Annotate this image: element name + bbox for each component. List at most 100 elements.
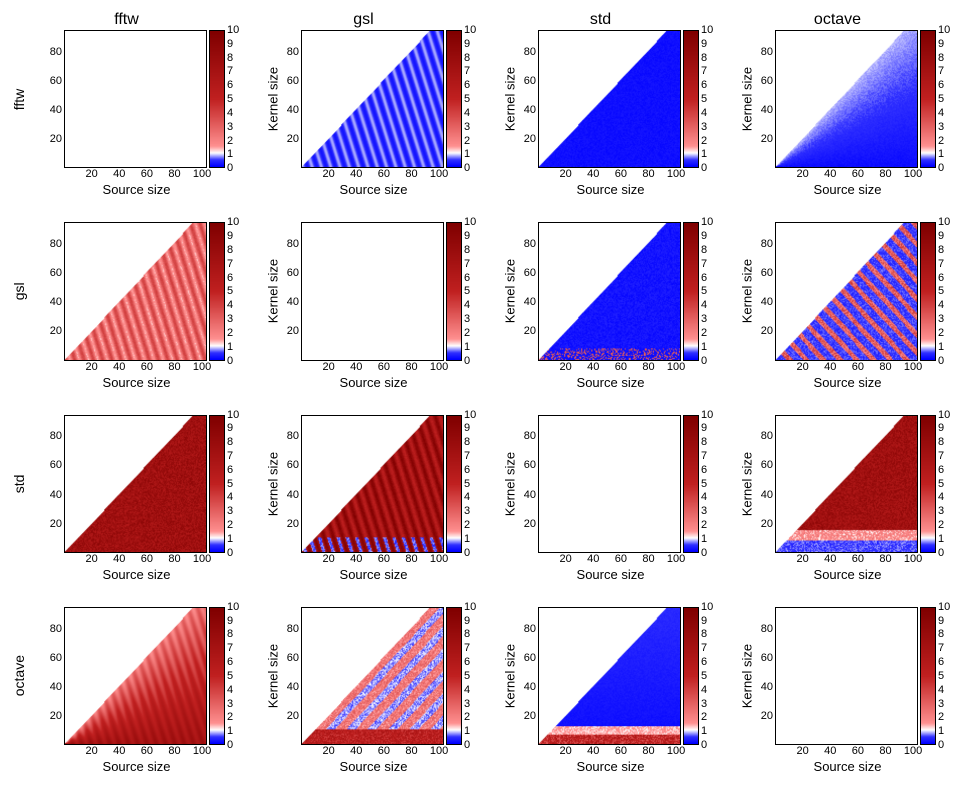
x-axis-label: Source size — [775, 567, 920, 583]
y-axis-label: Kernel size — [739, 222, 755, 360]
heatmap — [64, 415, 207, 553]
column-title — [721, 395, 954, 415]
panel-fftw-vs-fftw: fftwfftw2040608001234567891020406080100S… — [10, 10, 243, 198]
row-label — [247, 30, 265, 168]
y-axis-label — [28, 415, 44, 553]
x-ticks: 20406080100 — [538, 168, 683, 182]
column-title: std — [484, 10, 717, 30]
heatmap — [538, 222, 681, 360]
x-ticks: 20406080100 — [301, 361, 446, 375]
colorbar — [920, 222, 936, 360]
x-axis-label: Source size — [64, 182, 209, 198]
row-label — [484, 415, 502, 553]
x-ticks: 20406080100 — [775, 553, 920, 567]
y-axis-label: Kernel size — [502, 415, 518, 553]
heatmap — [301, 415, 444, 553]
x-axis-label: Source size — [301, 182, 446, 198]
panel-octave-vs-std: Kernel size20406080012345678910204060801… — [484, 587, 717, 775]
column-title — [247, 202, 480, 222]
x-ticks: 20406080100 — [775, 745, 920, 759]
colorbar — [920, 30, 936, 168]
panel-std-vs-octave: Kernel size20406080012345678910204060801… — [721, 395, 954, 583]
colorbar — [209, 222, 225, 360]
x-ticks: 20406080100 — [301, 745, 446, 759]
colorbar-ticks: 012345678910 — [225, 222, 243, 360]
colorbar — [920, 607, 936, 745]
y-ticks: 20406080 — [44, 30, 64, 168]
y-ticks: 20406080 — [518, 222, 538, 360]
y-axis-label — [28, 30, 44, 168]
x-ticks: 20406080100 — [64, 745, 209, 759]
column-title — [10, 587, 243, 607]
colorbar — [446, 607, 462, 745]
heatmap — [64, 30, 207, 168]
y-axis-label: Kernel size — [502, 607, 518, 745]
x-axis-label: Source size — [64, 759, 209, 775]
x-axis-label: Source size — [301, 759, 446, 775]
heatmap — [775, 415, 918, 553]
row-label — [247, 222, 265, 360]
row-label — [247, 415, 265, 553]
heatmap-grid: fftwfftw2040608001234567891020406080100S… — [10, 10, 954, 775]
heatmap — [301, 607, 444, 745]
heatmap — [538, 415, 681, 553]
x-axis-label: Source size — [538, 182, 683, 198]
colorbar-ticks: 012345678910 — [225, 607, 243, 745]
colorbar-ticks: 012345678910 — [225, 415, 243, 553]
panel-std-vs-fftw: std2040608001234567891020406080100Source… — [10, 395, 243, 583]
panel-gsl-vs-std: Kernel size20406080012345678910204060801… — [484, 202, 717, 390]
panel-gsl-vs-gsl: Kernel size20406080012345678910204060801… — [247, 202, 480, 390]
row-label — [721, 607, 739, 745]
panel-std-vs-gsl: Kernel size20406080012345678910204060801… — [247, 395, 480, 583]
x-axis-label: Source size — [775, 182, 920, 198]
y-ticks: 20406080 — [281, 222, 301, 360]
y-ticks: 20406080 — [518, 30, 538, 168]
y-axis-label — [28, 607, 44, 745]
x-axis-label: Source size — [775, 375, 920, 391]
heatmap — [538, 30, 681, 168]
panel-fftw-vs-std: stdKernel size20406080012345678910204060… — [484, 10, 717, 198]
y-ticks: 20406080 — [755, 222, 775, 360]
x-ticks: 20406080100 — [64, 361, 209, 375]
heatmap — [301, 30, 444, 168]
colorbar — [446, 222, 462, 360]
colorbar — [209, 607, 225, 745]
y-axis-label — [28, 222, 44, 360]
x-ticks: 20406080100 — [64, 553, 209, 567]
y-ticks: 20406080 — [755, 30, 775, 168]
x-ticks: 20406080100 — [538, 553, 683, 567]
y-axis-label: Kernel size — [502, 30, 518, 168]
row-label — [721, 222, 739, 360]
y-axis-label: Kernel size — [265, 222, 281, 360]
y-axis-label: Kernel size — [739, 415, 755, 553]
x-axis-label: Source size — [64, 375, 209, 391]
column-title — [247, 587, 480, 607]
colorbar — [920, 415, 936, 553]
heatmap — [301, 222, 444, 360]
y-ticks: 20406080 — [281, 415, 301, 553]
colorbar-ticks: 012345678910 — [462, 415, 480, 553]
colorbar-ticks: 012345678910 — [936, 607, 954, 745]
colorbar-ticks: 012345678910 — [936, 415, 954, 553]
heatmap — [64, 222, 207, 360]
x-axis-label: Source size — [64, 567, 209, 583]
column-title — [721, 587, 954, 607]
row-label — [721, 30, 739, 168]
colorbar-ticks: 012345678910 — [699, 222, 717, 360]
column-title — [10, 202, 243, 222]
row-label: octave — [10, 607, 28, 745]
y-axis-label: Kernel size — [265, 415, 281, 553]
panel-gsl-vs-fftw: gsl2040608001234567891020406080100Source… — [10, 202, 243, 390]
y-axis-label: Kernel size — [739, 607, 755, 745]
x-axis-label: Source size — [775, 759, 920, 775]
panel-std-vs-std: Kernel size20406080012345678910204060801… — [484, 395, 717, 583]
row-label: fftw — [10, 30, 28, 168]
y-ticks: 20406080 — [281, 607, 301, 745]
y-ticks: 20406080 — [518, 415, 538, 553]
x-ticks: 20406080100 — [64, 168, 209, 182]
x-axis-label: Source size — [538, 375, 683, 391]
colorbar-ticks: 012345678910 — [225, 30, 243, 168]
y-ticks: 20406080 — [518, 607, 538, 745]
colorbar — [446, 415, 462, 553]
row-label: std — [10, 415, 28, 553]
